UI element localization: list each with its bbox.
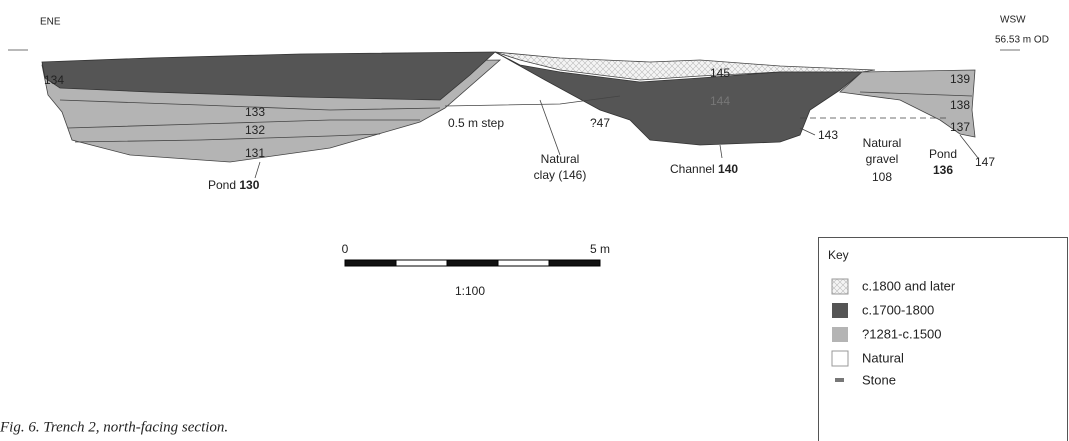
feature-name: Channel: [670, 162, 715, 176]
key-title: Key: [828, 248, 849, 262]
layer-label: 144: [710, 94, 730, 108]
key-swatch: [832, 327, 848, 342]
feature-label: 0.5 m step: [448, 116, 504, 130]
feature-number: 140: [718, 162, 738, 176]
pond-136-fill: [839, 69, 976, 138]
layer-label: 143: [818, 128, 838, 142]
section: [8, 49, 1020, 179]
key-box: [818, 237, 1068, 441]
layer-label: 133: [245, 105, 265, 119]
feature-label: 136: [933, 163, 953, 177]
layer-label: 132: [245, 123, 265, 137]
scale-start: 0: [342, 242, 349, 256]
feature-label: Natural: [863, 136, 902, 150]
layer-label: 137: [950, 120, 970, 134]
caption: Fig. 6. Trench 2, north-facing section.: [0, 419, 228, 435]
key-swatch: [835, 378, 844, 382]
feature-number: 130: [239, 178, 259, 192]
feature-label: Pond: [929, 147, 957, 161]
layer-dark: [41, 51, 497, 101]
layer-label: 147: [975, 155, 995, 169]
key-swatch: [832, 303, 848, 318]
leader: [254, 161, 261, 179]
key-swatch: [831, 350, 849, 367]
key-label: ?1281-c.1500: [862, 326, 942, 341]
layer-label: ?47: [590, 116, 610, 130]
layer-label: 145: [710, 66, 730, 80]
key-label: c.1800 and later: [862, 278, 956, 293]
datum-label: 56.53 m OD: [995, 35, 1049, 46]
feature-label: Channel 140: [670, 162, 738, 176]
scale-bar: [344, 259, 601, 267]
boundary: [67, 119, 420, 129]
scale-end: 5 m: [590, 242, 610, 256]
boundary: [59, 99, 441, 111]
leader: [799, 127, 816, 136]
natural-top: [444, 95, 621, 107]
feature-label: 108: [872, 170, 892, 184]
scale-ratio: 1:100: [455, 284, 485, 298]
feature-label: Pond 130: [208, 178, 260, 192]
boundary: [74, 133, 381, 143]
key-label: Stone: [862, 372, 896, 387]
layer-label: 134: [44, 73, 64, 87]
leader: [539, 99, 561, 156]
layer-label: 139: [950, 72, 970, 86]
layer-label: 131: [245, 146, 265, 160]
leader: [959, 134, 979, 159]
channel-fill: [494, 51, 864, 146]
key-label: c.1700-1800: [862, 302, 934, 317]
leader: [719, 144, 723, 159]
layer-label: 138: [950, 98, 970, 112]
feature-name: Pond: [208, 178, 236, 192]
orientation-left: ENE: [40, 17, 61, 28]
key-swatch: [831, 278, 849, 295]
feature-label: clay (146): [534, 168, 587, 182]
orientation-right: WSW: [1000, 15, 1026, 26]
feature-label: Natural: [541, 152, 580, 166]
key-label: Natural: [862, 350, 904, 365]
boundary: [859, 91, 973, 97]
feature-label: gravel: [866, 152, 899, 166]
